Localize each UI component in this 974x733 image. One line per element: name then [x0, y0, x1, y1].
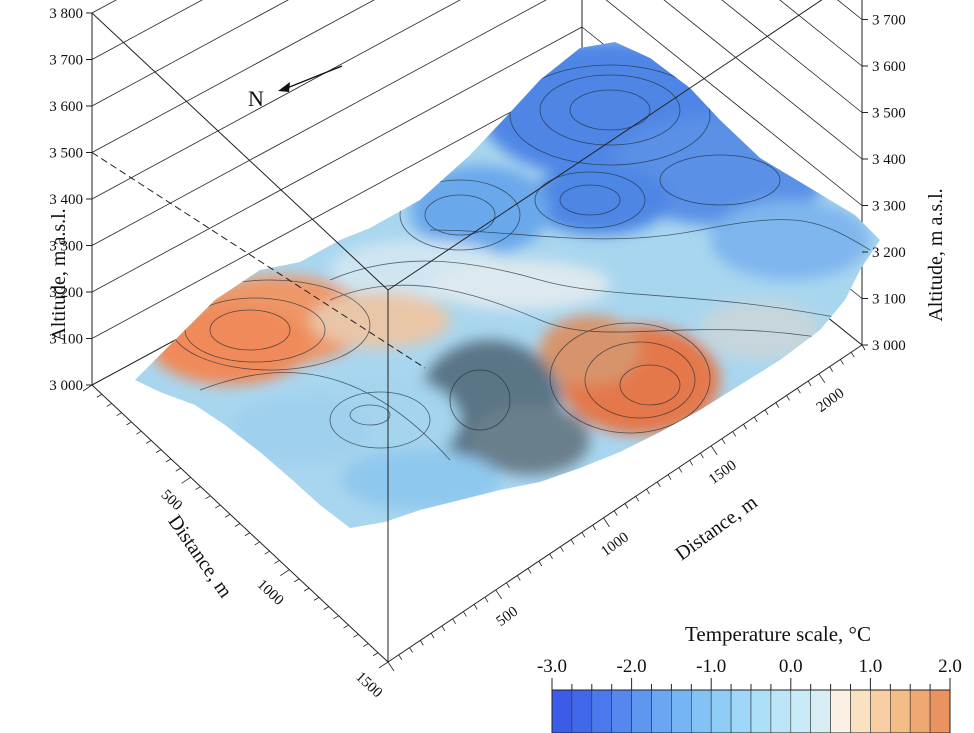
colorbar-cell — [671, 689, 692, 733]
colorbar-tick-label: -1.0 — [696, 656, 726, 677]
colorbar-tick-label: -3.0 — [537, 656, 567, 677]
colorbar: Temperature scale, °C -3.0 -2.0 -1.0 0.0 1.0… — [537, 622, 962, 733]
colorbar-tick-label: 0.0 — [779, 656, 803, 677]
z-axis-label-left: Altitude, m a.s.l. — [48, 208, 70, 341]
north-label: N — [248, 86, 264, 111]
colorbar-cell — [810, 689, 831, 733]
terrain-surface — [135, 42, 880, 528]
colorbar-cell — [710, 689, 732, 733]
z-tick-label-left: 3 100 — [49, 332, 83, 348]
z-tick-label-left: 3 700 — [49, 53, 83, 69]
colorbar-cell — [929, 689, 951, 733]
colorbar-cell — [591, 689, 612, 733]
colorbar-cell — [750, 689, 772, 733]
colorbar-cell — [889, 689, 911, 733]
z-tick-label-right: 3 400 — [872, 152, 906, 168]
colorbar-tick-label: 2.0 — [938, 656, 962, 677]
colorbar-cell — [571, 689, 593, 733]
z-tick-label-right: 3 100 — [872, 292, 906, 308]
x-tick-label: 1000 — [254, 577, 287, 609]
x-tick-label: 500 — [158, 487, 185, 514]
z-tick-label-left: 3 400 — [49, 192, 83, 208]
colorbar-cell — [850, 689, 871, 733]
colorbar-cell — [730, 689, 752, 733]
z-tick-label-right: 3 000 — [872, 338, 906, 354]
colorbar-cell — [631, 689, 652, 733]
x-tick-label: 1500 — [352, 669, 385, 701]
z-tick-label-left: 3 800 — [49, 6, 83, 22]
z-tick-label-left: 3 000 — [49, 378, 83, 394]
north-indicator: N — [248, 65, 343, 111]
z-axis-label-right: Altitude, m a.s.l. — [925, 188, 947, 321]
y-axis-label: Distance, m — [671, 491, 762, 565]
colorbar-cell — [611, 689, 632, 733]
z-tick-label-right: 3 300 — [872, 199, 906, 215]
contour-lines — [169, 64, 871, 461]
colorbar-cell — [830, 689, 851, 733]
colorbar-cell — [870, 689, 891, 733]
z-tick-label-left: 3 300 — [49, 239, 83, 255]
colorbar-tick-label: 1.0 — [859, 656, 883, 677]
z-tick-label-left: 3 500 — [49, 146, 83, 162]
z-axis-right: 3 000 3 100 3 200 3 300 3 400 3 500 3 600 3 700… — [862, 13, 906, 354]
colorbar-title: Temperature scale, °C — [685, 622, 871, 646]
x-axis-label: Distance, m — [164, 511, 237, 602]
z-tick-label-left: 3 600 — [49, 99, 83, 115]
colorbar-cell — [790, 689, 811, 733]
y-tick-label: 1000 — [598, 529, 632, 560]
y-tick-label: 1500 — [706, 457, 740, 488]
z-tick-label-left: 3 200 — [49, 285, 83, 301]
colorbar-cell — [651, 689, 672, 733]
z-axis-left: 3 000 3 100 3 200 3 300 3 400 3 500 3 600 3 700… — [49, 6, 92, 394]
y-tick-label: 2000 — [814, 385, 848, 416]
z-tick-label-right: 3 600 — [872, 59, 906, 75]
colorbar-cell — [551, 689, 573, 733]
colorbar-cell — [909, 689, 931, 733]
colorbar-cell — [770, 689, 792, 733]
y-tick-label: 500 — [494, 604, 522, 630]
z-tick-label-right: 3 200 — [872, 245, 906, 261]
colorbar-cell — [690, 689, 712, 733]
z-tick-label-right: 3 500 — [872, 106, 906, 122]
colorbar-tick-label: -2.0 — [617, 656, 647, 677]
z-tick-label-right: 3 700 — [872, 13, 906, 29]
